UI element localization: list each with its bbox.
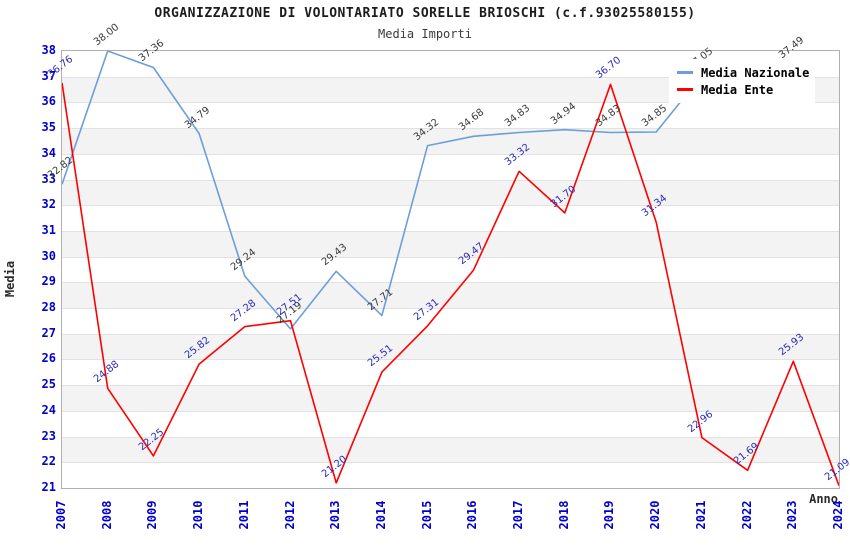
y-tick-label: 25 bbox=[41, 377, 56, 392]
gridline bbox=[62, 282, 839, 284]
y-tick-label: 26 bbox=[41, 351, 56, 366]
series-line-media-ente bbox=[62, 82, 839, 486]
gridline bbox=[62, 76, 839, 78]
y-tick-label: 21 bbox=[41, 480, 56, 494]
y-tick-label: 24 bbox=[41, 402, 56, 417]
y-tick-label: 38 bbox=[41, 43, 56, 57]
x-tick-label: 2021 bbox=[693, 500, 708, 530]
x-tick-label: 2024 bbox=[831, 500, 845, 530]
gridline bbox=[62, 205, 839, 207]
legend-label: Media Nazionale bbox=[701, 65, 810, 80]
legend: Media Nazionale Media Ente bbox=[669, 59, 815, 103]
x-tick-label: 2019 bbox=[602, 500, 617, 530]
x-tick-label: 2010 bbox=[191, 500, 206, 530]
series-line-media-nazionale bbox=[62, 51, 794, 330]
y-tick-label: 30 bbox=[41, 248, 56, 263]
x-tick-label: 2015 bbox=[419, 500, 434, 530]
x-tick-label: 2011 bbox=[236, 500, 251, 530]
grid-band bbox=[62, 436, 839, 463]
y-tick-label: 33 bbox=[41, 171, 56, 186]
gridline bbox=[62, 410, 839, 412]
x-tick-label: 2016 bbox=[465, 500, 480, 530]
y-axis-title: Media bbox=[3, 260, 18, 298]
x-tick-label: 2022 bbox=[739, 500, 754, 530]
y-tick-label: 36 bbox=[41, 94, 56, 109]
grid-band bbox=[62, 230, 839, 257]
y-tick-label: 29 bbox=[41, 274, 56, 289]
y-tick-label: 31 bbox=[41, 222, 56, 237]
grid-band bbox=[62, 385, 839, 411]
grid-band bbox=[62, 179, 839, 206]
y-tick-label: 35 bbox=[41, 120, 56, 135]
y-tick-label: 23 bbox=[41, 428, 56, 443]
x-axis-title: Anno bbox=[809, 492, 838, 506]
gridline bbox=[62, 179, 839, 181]
x-tick-label: 2017 bbox=[511, 500, 526, 530]
x-tick-label: 2007 bbox=[54, 500, 68, 530]
legend-item: Media Ente bbox=[677, 81, 809, 98]
x-tick-label: 2020 bbox=[648, 500, 663, 530]
gridline bbox=[62, 359, 839, 361]
gridline bbox=[62, 128, 839, 130]
x-tick-label: 2018 bbox=[556, 500, 571, 530]
gridline bbox=[62, 436, 839, 438]
chart-subtitle: Media Importi bbox=[378, 27, 472, 41]
gridline bbox=[62, 308, 839, 310]
y-tick-label: 22 bbox=[41, 454, 56, 469]
x-tick-label: 2012 bbox=[282, 500, 297, 530]
gridline bbox=[62, 462, 839, 464]
plot-area: 32.82 38.00 37.36 34.79 29.24 27.19 29.43 27.71… bbox=[46, 22, 850, 489]
x-tick-label: 2013 bbox=[328, 500, 343, 530]
y-tick-label: 34 bbox=[41, 145, 56, 160]
x-tick-label: 2008 bbox=[99, 500, 114, 530]
legend-line-swatch bbox=[677, 88, 693, 91]
gridline bbox=[62, 102, 839, 104]
y-tick-label: 27 bbox=[41, 325, 56, 340]
y-tick-label: 32 bbox=[41, 197, 56, 212]
gridline bbox=[62, 153, 839, 155]
gridline bbox=[62, 385, 839, 387]
x-tick-label: 2014 bbox=[373, 500, 388, 530]
gridline bbox=[62, 230, 839, 232]
legend-label: Media Ente bbox=[701, 82, 774, 97]
legend-line-swatch bbox=[677, 71, 693, 74]
gridline bbox=[62, 333, 839, 335]
y-tick-label: 28 bbox=[41, 300, 56, 315]
line-series-svg bbox=[62, 51, 839, 486]
x-tick-label: 2023 bbox=[785, 500, 800, 530]
x-tick-label: 2009 bbox=[145, 500, 160, 530]
grid-band bbox=[62, 282, 839, 309]
grid-band bbox=[62, 333, 839, 360]
legend-item: Media Nazionale bbox=[677, 64, 809, 81]
gridline bbox=[62, 256, 839, 258]
y-tick-label: 37 bbox=[41, 68, 56, 83]
chart-title: ORGANIZZAZIONE DI VOLONTARIATO SORELLE B… bbox=[154, 6, 696, 21]
